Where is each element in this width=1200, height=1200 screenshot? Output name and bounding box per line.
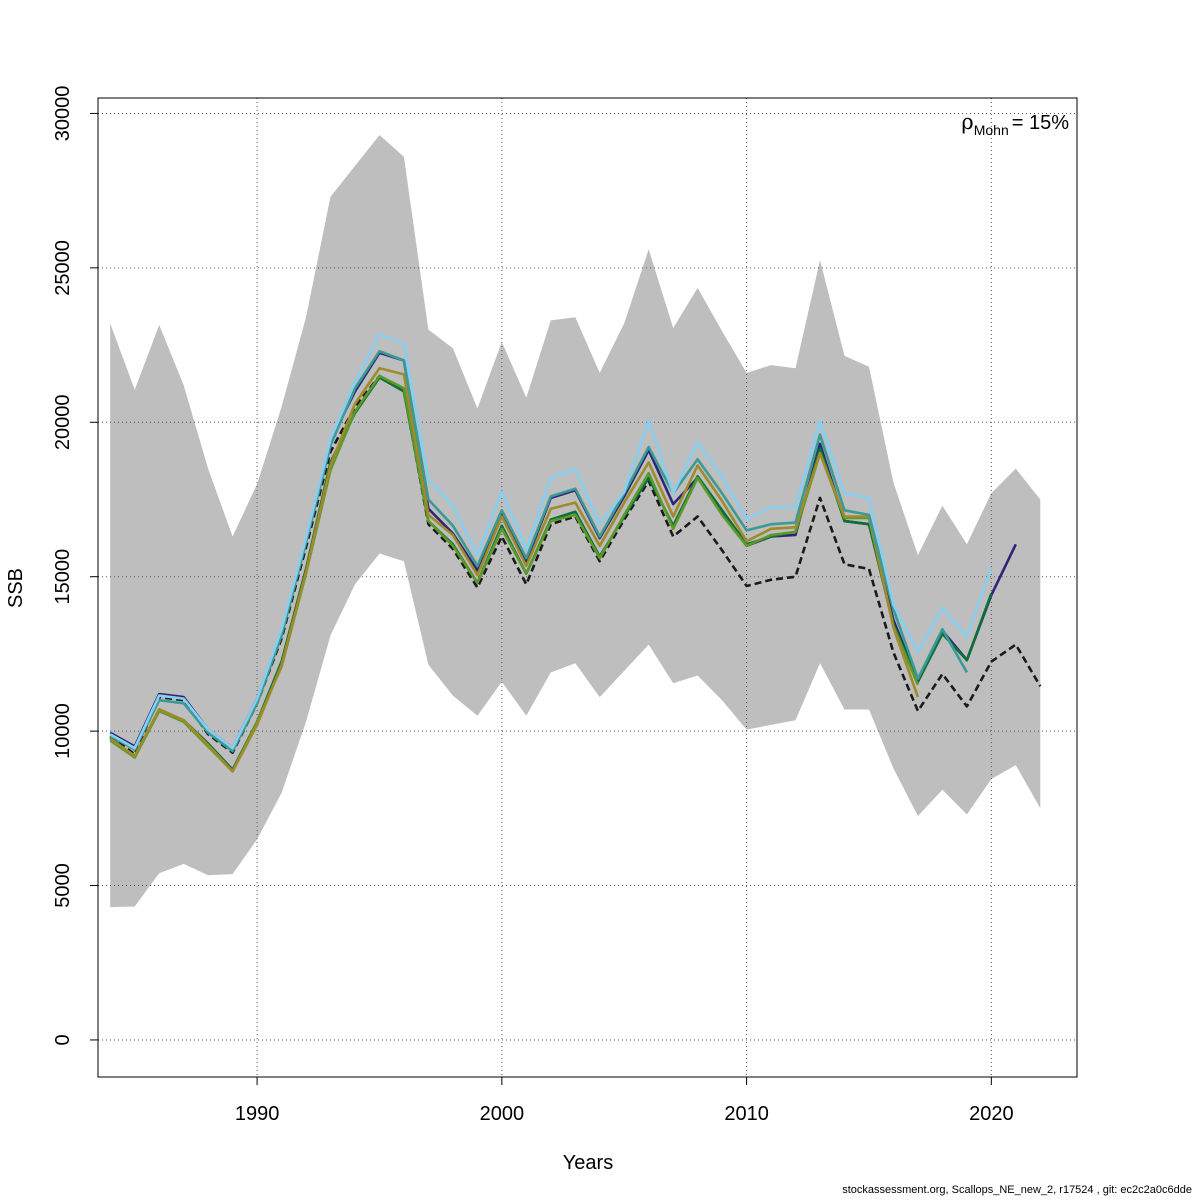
rho-value: = 15%	[1012, 112, 1069, 134]
plot-frame	[97, 97, 1078, 1078]
confidence-band	[110, 135, 1041, 908]
rho-symbol: ρ	[961, 110, 973, 134]
y-axis-title: SSB	[5, 568, 27, 608]
series-layer	[109, 332, 1042, 773]
series-line-6	[109, 349, 969, 753]
x-axis-title: Years	[563, 1152, 613, 1174]
rho-subscript: Mohn	[974, 122, 1009, 138]
series-line-7	[109, 332, 993, 750]
series-line-5	[109, 366, 920, 773]
x-tick-label: 2000	[480, 1103, 525, 1125]
x-tick-label: 1990	[235, 1103, 280, 1125]
mohn-rho-annotation: ρMohn = 15%	[961, 110, 1069, 138]
y-tick-label: 30000	[52, 86, 74, 142]
y-tick-label: 5000	[52, 863, 74, 908]
footer-credit: stockassessment.org, Scallops_NE_new_2, …	[842, 1184, 1192, 1196]
confidence-band-layer	[110, 135, 1041, 908]
y-axis: 0 5000 10000 15000 20000 25000 30000	[52, 86, 98, 1045]
y-tick-label: 0	[52, 1034, 74, 1045]
y-tick-label: 25000	[52, 240, 74, 296]
x-axis: 1990 2000 2010 2020	[235, 1077, 1014, 1125]
y-tick-label: 20000	[52, 394, 74, 450]
x-tick-label: 2010	[724, 1103, 769, 1125]
x-tick-label: 2020	[969, 1103, 1014, 1125]
y-tick-label: 15000	[52, 549, 74, 605]
y-tick-label: 10000	[52, 703, 74, 759]
